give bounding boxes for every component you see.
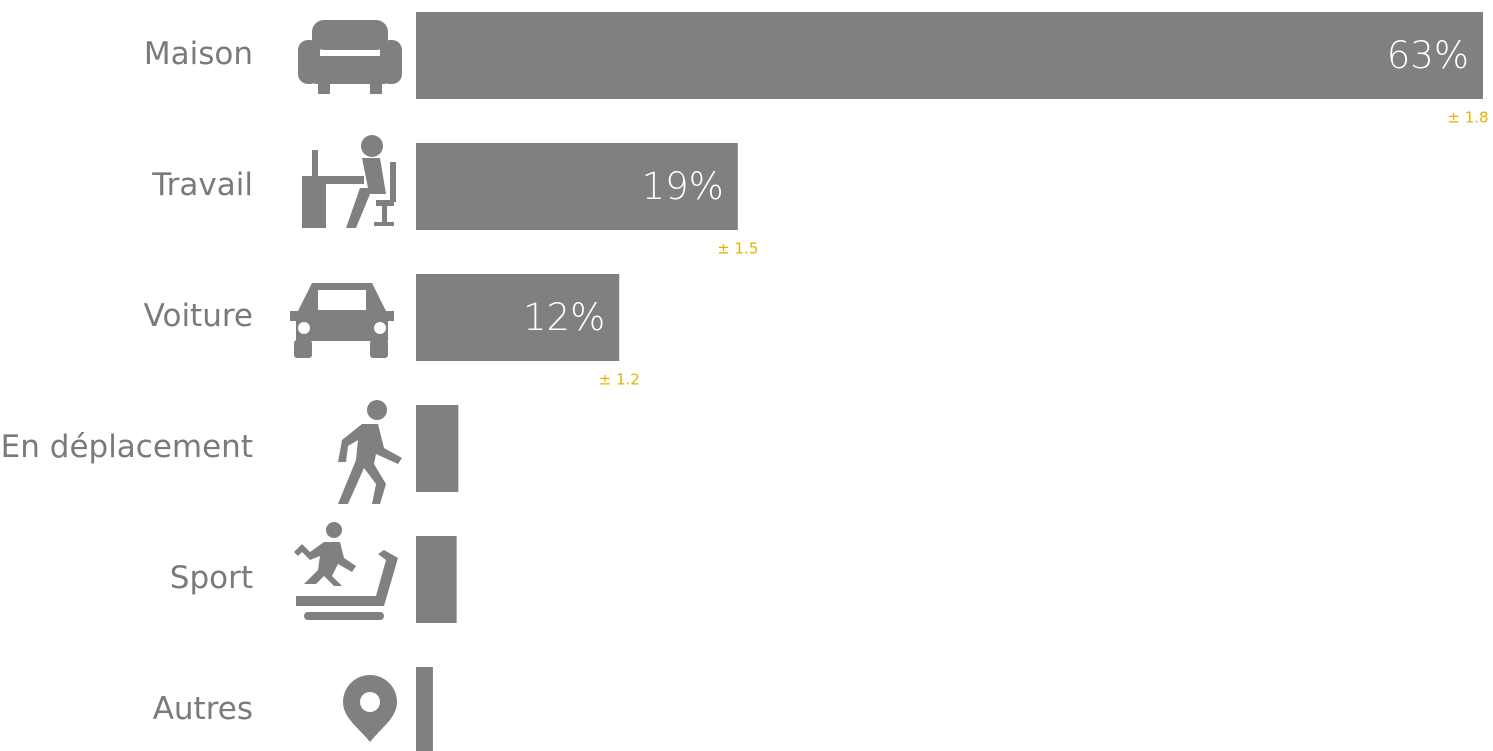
category-label: Sport (170, 560, 253, 596)
icon-sofa (298, 20, 402, 94)
icon-treadmill (294, 522, 398, 620)
category-label: En déplacement (1, 429, 253, 465)
category-label: Autres (153, 691, 253, 727)
value-label: 12% (523, 296, 605, 339)
icon-desk-worker (302, 135, 396, 228)
icon-location-pin (343, 675, 397, 742)
value-label: 63% (1387, 34, 1469, 77)
error-label: ± 1.8 (1447, 109, 1488, 127)
bar (416, 143, 738, 230)
category-label: Maison (144, 36, 253, 72)
bar (416, 274, 620, 361)
bar (416, 405, 459, 492)
value-label: 19% (642, 165, 724, 208)
category-label: Voiture (144, 298, 253, 334)
error-label: ± 1.2 (599, 371, 640, 389)
bar (416, 12, 1483, 99)
category-label: Travail (151, 167, 253, 203)
bar (416, 536, 457, 623)
bar (416, 667, 433, 751)
icon-car (290, 283, 394, 358)
error-label: ± 1.5 (717, 240, 758, 258)
icon-walker (338, 400, 402, 504)
